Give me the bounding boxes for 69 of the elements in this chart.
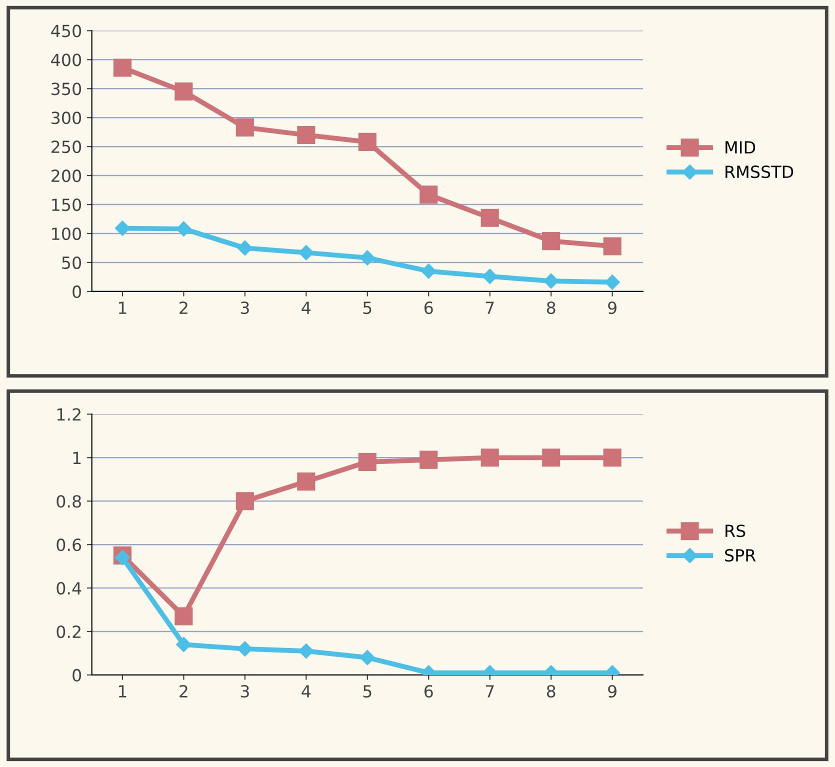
- point: [480, 208, 499, 227]
- x-tick-label: 6: [424, 684, 433, 698]
- x-tick-label: 9: [608, 301, 616, 314]
- y-tick-label: 0.2: [56, 625, 80, 638]
- x-tick-label: 3: [240, 301, 249, 314]
- point: [420, 450, 438, 469]
- point: [482, 268, 498, 284]
- x-tick-label: 7: [486, 685, 494, 698]
- point: [603, 237, 622, 256]
- x-tick-label: 1: [118, 302, 126, 314]
- point: [542, 448, 560, 467]
- point: [480, 448, 499, 467]
- point: [237, 641, 253, 656]
- x-tick-label: 2: [180, 301, 188, 314]
- y-tick-label: 200: [52, 170, 82, 182]
- y-tick-label: 0.6: [56, 538, 82, 552]
- x-tick-label: 8: [546, 301, 556, 314]
- x-tick-label: 7: [486, 302, 494, 314]
- y-tick-label: 0.8: [56, 495, 81, 508]
- point: [297, 472, 316, 491]
- point: [174, 82, 193, 101]
- x-tick-label: 9: [608, 684, 616, 698]
- point: [604, 274, 620, 290]
- x-tick-label: 5: [363, 685, 372, 698]
- y-tick-label: 150: [52, 198, 82, 212]
- y-tick-label: 1: [73, 452, 81, 464]
- point: [603, 448, 622, 467]
- point: [236, 492, 254, 510]
- point: [542, 232, 560, 250]
- x-tick-label: 1: [118, 685, 126, 698]
- y-tick-label: 0: [72, 285, 82, 298]
- legend-label: RS: [726, 524, 746, 538]
- point: [544, 273, 559, 289]
- x-tick-label: 3: [240, 684, 249, 698]
- point: [236, 118, 254, 136]
- x-tick-label: 4: [302, 302, 311, 314]
- legend-label: MID: [726, 141, 756, 154]
- point: [176, 221, 192, 236]
- point: [360, 250, 375, 266]
- point: [360, 650, 375, 666]
- point: [358, 132, 376, 151]
- y-tick-label: 350: [52, 82, 82, 96]
- y-tick-label: 250: [52, 140, 82, 154]
- y-tick-label: 1.2: [57, 408, 80, 421]
- point: [174, 607, 193, 626]
- point: [113, 58, 132, 77]
- y-tick-label: 0: [72, 668, 82, 682]
- point: [358, 452, 376, 472]
- y-tick-label: 100: [52, 227, 82, 240]
- legend-label: SPR: [725, 549, 756, 562]
- point: [298, 643, 314, 659]
- point: [420, 186, 438, 204]
- y-tick-label: 300: [52, 112, 82, 124]
- x-tick-label: 5: [363, 302, 372, 314]
- y-tick-label: 450: [51, 24, 82, 38]
- y-tick-label: 50: [62, 256, 82, 270]
- x-tick-label: 2: [180, 684, 188, 698]
- point: [298, 245, 314, 260]
- point: [297, 126, 316, 144]
- x-tick-label: 6: [424, 301, 433, 314]
- y-tick-label: 400: [51, 54, 82, 66]
- x-tick-label: 8: [546, 684, 556, 698]
- y-tick-label: 0.4: [56, 582, 82, 595]
- point: [421, 264, 436, 279]
- x-tick-label: 4: [302, 685, 311, 698]
- point: [237, 240, 253, 256]
- point: [176, 636, 192, 652]
- legend-label: RMSSTD: [726, 166, 794, 178]
- point: [114, 550, 130, 566]
